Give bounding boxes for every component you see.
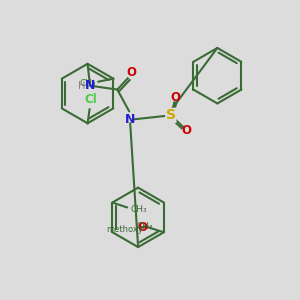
- Text: O: O: [182, 124, 192, 137]
- Text: Cl: Cl: [84, 93, 97, 106]
- Text: S: S: [166, 108, 176, 122]
- Text: methoxy: methoxy: [106, 225, 143, 234]
- Text: CH₃: CH₃: [130, 205, 147, 214]
- Text: O: O: [126, 66, 136, 79]
- Text: N: N: [125, 113, 135, 126]
- Text: CH₃: CH₃: [136, 222, 153, 231]
- Text: N: N: [84, 79, 95, 92]
- Text: O: O: [171, 91, 181, 104]
- Text: CH₃: CH₃: [80, 79, 97, 88]
- Text: O: O: [137, 221, 147, 234]
- Text: H: H: [78, 81, 85, 91]
